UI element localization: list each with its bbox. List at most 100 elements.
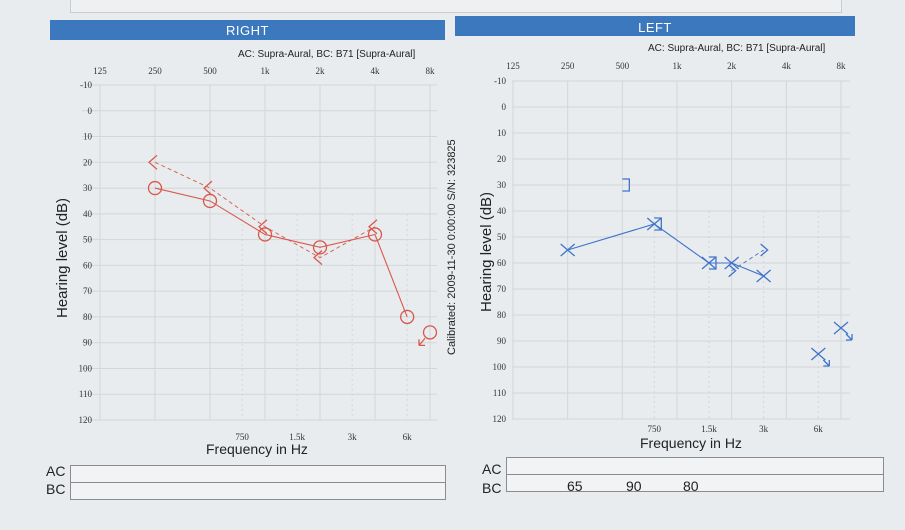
left-bc-label: BC bbox=[482, 480, 502, 496]
data-point-bc-unmasked-right bbox=[148, 154, 158, 170]
data-point-x-no-response bbox=[833, 321, 853, 341]
series-line bbox=[731, 249, 764, 272]
data-point-x bbox=[701, 256, 717, 270]
data-point-x bbox=[724, 256, 740, 270]
y-tick-label: 70 bbox=[497, 284, 507, 294]
left-bc-value: 80 bbox=[683, 478, 699, 494]
y-tick-label: 120 bbox=[493, 414, 507, 424]
x-tick-label-bottom: 1.5k bbox=[701, 424, 717, 434]
x-marker bbox=[833, 321, 849, 335]
y-tick-label: -10 bbox=[494, 76, 506, 86]
left-bc-value: 90 bbox=[626, 478, 642, 494]
data-point-bc-masked-left bbox=[708, 256, 717, 270]
data-point-circle bbox=[400, 309, 415, 325]
y-tick-label: 30 bbox=[497, 180, 507, 190]
y-tick-label: 120 bbox=[79, 415, 93, 425]
bc-marker bbox=[258, 219, 268, 235]
data-point-x bbox=[560, 243, 576, 257]
x-tick-label-top: 125 bbox=[506, 61, 520, 71]
data-point-circle-no-response bbox=[418, 325, 438, 347]
right-transducer-info: AC: Supra-Aural, BC: B71 [Supra-Aural] bbox=[238, 49, 416, 60]
x-tick-label-top: 1k bbox=[673, 61, 683, 71]
y-tick-label: 110 bbox=[79, 389, 93, 399]
x-marker bbox=[560, 243, 576, 257]
series-line bbox=[154, 187, 408, 318]
y-tick-label: 50 bbox=[497, 232, 507, 242]
bc-marker bbox=[148, 154, 158, 170]
data-point-circle bbox=[312, 240, 328, 255]
y-tick-label: 100 bbox=[493, 362, 507, 372]
y-tick-label: 90 bbox=[83, 338, 93, 348]
data-point-bc-unmasked-left bbox=[760, 243, 769, 257]
y-tick-label: 40 bbox=[497, 206, 507, 216]
data-point-circle bbox=[202, 193, 218, 209]
data-point-circle bbox=[147, 180, 163, 196]
x-tick-label-top: 250 bbox=[148, 66, 162, 76]
x-marker bbox=[724, 256, 740, 270]
x-tick-label-top: 4k bbox=[371, 66, 381, 76]
circle-marker bbox=[367, 227, 383, 242]
y-tick-label: 10 bbox=[83, 132, 93, 142]
x-tick-label-bottom: 750 bbox=[648, 424, 662, 434]
circle-marker bbox=[202, 193, 218, 209]
right-ear-header: RIGHT bbox=[50, 20, 445, 40]
data-point-x bbox=[756, 269, 772, 283]
x-tick-label-top: 125 bbox=[93, 66, 107, 76]
right-x-axis-label: Frequency in Hz bbox=[206, 441, 308, 457]
no-response-arrow bbox=[822, 359, 830, 367]
y-tick-label: 0 bbox=[502, 102, 507, 112]
y-tick-label: 60 bbox=[83, 260, 93, 270]
x-tick-label-top: 8k bbox=[426, 66, 436, 76]
bc-marker bbox=[313, 250, 323, 266]
y-tick-label: 50 bbox=[83, 235, 93, 245]
no-response-arrow bbox=[418, 337, 426, 347]
y-tick-label: 80 bbox=[83, 312, 93, 322]
data-point-bc-masked-left bbox=[622, 178, 630, 192]
y-tick-label: 100 bbox=[79, 363, 93, 373]
y-tick-label: 60 bbox=[497, 258, 507, 268]
circle-marker bbox=[422, 325, 438, 340]
bc-marker bbox=[728, 264, 737, 278]
data-point-bc-unmasked-right bbox=[203, 180, 213, 196]
data-point-bc-unmasked-right bbox=[258, 219, 268, 235]
left-bc-box bbox=[506, 474, 884, 492]
x-tick-label-top: 500 bbox=[203, 66, 217, 76]
x-tick-label-top: 2k bbox=[316, 66, 326, 76]
y-tick-label: 110 bbox=[493, 388, 507, 398]
data-point-bc-unmasked-right bbox=[368, 219, 378, 235]
y-tick-label: 90 bbox=[497, 336, 507, 346]
data-point-circle bbox=[257, 227, 273, 242]
no-response-arrow bbox=[845, 333, 853, 341]
data-point-bc-unmasked-left bbox=[728, 264, 737, 278]
y-tick-label: 0 bbox=[88, 106, 93, 116]
y-tick-label: 20 bbox=[83, 157, 93, 167]
y-tick-label: 20 bbox=[497, 154, 507, 164]
right-bc-box bbox=[70, 482, 446, 500]
x-tick-label-top: 8k bbox=[837, 61, 847, 71]
left-x-axis-label: Frequency in Hz bbox=[640, 435, 742, 451]
y-tick-label: 80 bbox=[497, 310, 507, 320]
data-point-circle bbox=[367, 227, 383, 242]
x-tick-label-bottom: 3k bbox=[348, 432, 358, 442]
x-marker bbox=[701, 256, 717, 270]
x-tick-label-bottom: 6k bbox=[814, 424, 824, 434]
circle-marker bbox=[400, 309, 415, 325]
x-tick-label-bottom: 750 bbox=[235, 432, 249, 442]
bc-marker bbox=[760, 243, 769, 257]
x-tick-label-bottom: 1.5k bbox=[289, 432, 305, 442]
bc-masked-marker bbox=[622, 178, 630, 192]
left-transducer-info: AC: Supra-Aural, BC: B71 [Supra-Aural] bbox=[648, 43, 826, 54]
series-line bbox=[154, 161, 376, 259]
right-ac-label: AC bbox=[46, 463, 66, 479]
circle-marker bbox=[257, 227, 273, 242]
left-ac-label: AC bbox=[482, 461, 502, 477]
x-tick-label-top: 2k bbox=[727, 61, 737, 71]
data-point-bc-masked-left bbox=[654, 217, 662, 231]
y-tick-label: 10 bbox=[497, 128, 507, 138]
data-point-x bbox=[646, 217, 662, 231]
bc-masked-marker bbox=[708, 256, 717, 270]
bc-marker bbox=[368, 219, 378, 235]
x-tick-label-bottom: 6k bbox=[403, 432, 413, 442]
x-tick-label-top: 4k bbox=[782, 61, 792, 71]
x-marker bbox=[646, 217, 662, 231]
